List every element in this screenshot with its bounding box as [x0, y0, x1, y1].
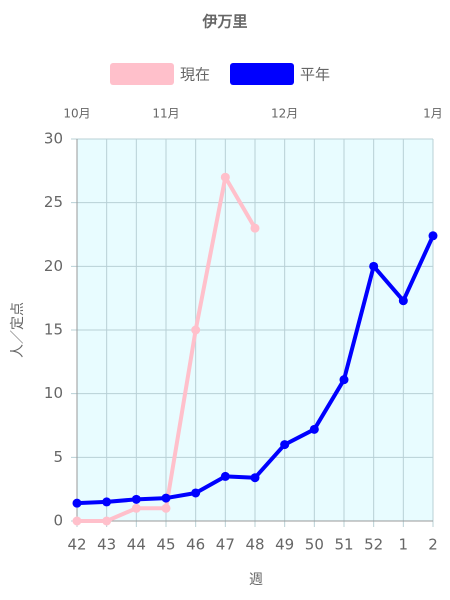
y-tick-label: 0: [53, 512, 63, 530]
legend-swatch[interactable]: [230, 63, 294, 85]
x-tick-label: 50: [305, 536, 324, 554]
data-point: [131, 494, 141, 504]
x-tick-label: 52: [364, 536, 383, 554]
x-tick-label: 49: [275, 536, 294, 554]
x-tick-label: 1: [399, 536, 409, 554]
data-point: [72, 516, 82, 526]
data-point: [102, 497, 112, 507]
x-tick-label: 48: [245, 536, 264, 554]
x-tick-label: 2: [428, 536, 438, 554]
y-tick-label: 20: [44, 257, 63, 275]
chart-title: 伊万里: [201, 13, 247, 31]
data-point: [250, 223, 260, 233]
x-tick-label: 44: [127, 536, 146, 554]
month-label: 12月: [271, 107, 298, 121]
data-point: [309, 424, 319, 434]
data-point: [191, 488, 201, 498]
data-point: [428, 231, 438, 241]
data-point: [72, 498, 82, 508]
data-point: [220, 471, 230, 481]
y-tick-label: 10: [44, 384, 63, 402]
x-tick-label: 46: [186, 536, 205, 554]
month-label: 1月: [423, 107, 443, 121]
data-point: [131, 503, 141, 513]
data-point: [369, 261, 379, 271]
legend-label: 平年: [300, 66, 330, 84]
data-point: [191, 325, 201, 335]
y-axis-label: 人／定点: [10, 302, 26, 358]
data-point: [250, 473, 260, 483]
x-axis-label: 週: [249, 572, 263, 588]
month-label: 10月: [63, 107, 90, 121]
legend-swatch[interactable]: [110, 63, 174, 85]
data-point: [161, 503, 171, 513]
data-point: [339, 375, 349, 385]
y-tick-label: 30: [44, 130, 63, 148]
data-point: [280, 440, 290, 450]
y-tick-label: 15: [44, 321, 63, 339]
data-point: [102, 516, 112, 526]
data-point: [220, 172, 230, 182]
x-tick-label: 51: [334, 536, 353, 554]
x-tick-label: 42: [67, 536, 86, 554]
x-tick-label: 45: [156, 536, 175, 554]
data-point: [161, 493, 171, 503]
data-point: [398, 296, 408, 306]
y-tick-label: 5: [53, 448, 63, 466]
x-tick-label: 47: [216, 536, 235, 554]
y-tick-label: 25: [44, 193, 63, 211]
month-label: 11月: [152, 107, 179, 121]
x-tick-label: 43: [97, 536, 116, 554]
legend-label: 現在: [180, 66, 210, 84]
